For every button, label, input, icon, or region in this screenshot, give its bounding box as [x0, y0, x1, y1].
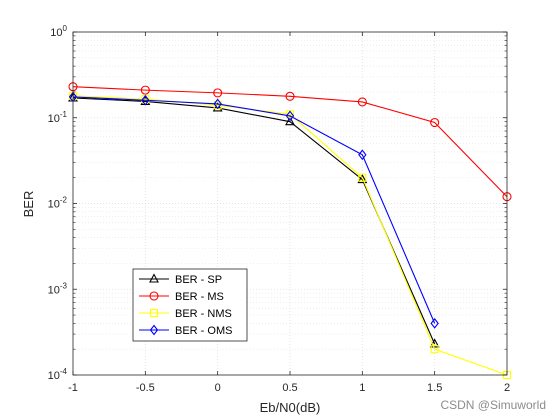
data-point-circle [430, 117, 440, 128]
legend-label: BER - OMS [175, 325, 232, 337]
y-axis-label: BER [21, 191, 36, 218]
data-point-circle [149, 291, 159, 301]
data-point-circle [357, 97, 367, 107]
data-point-diamond [430, 317, 439, 329]
legend-label: BER - SP [175, 274, 222, 286]
data-point-diamond [358, 149, 367, 161]
x-tick-label: 0.5 [282, 382, 297, 394]
legend-box [132, 268, 248, 342]
legend-entry: BER - NMS [139, 308, 232, 320]
x-tick-label: -1 [68, 382, 78, 394]
series-ber-ms [68, 82, 512, 202]
data-point-square [430, 345, 439, 354]
y-tick-label: 100 [50, 24, 67, 39]
data-point-triangle [285, 116, 295, 126]
y-tick-label: 10-4 [48, 367, 68, 382]
data-point-triangle [149, 273, 159, 283]
data-point-diamond [149, 324, 159, 336]
data-point-diamond [141, 94, 150, 106]
legend: BER - SP BER - MS BER - NMS BER - OMS [132, 268, 248, 342]
x-axis-label: Eb/N0(dB) [260, 400, 321, 415]
series-line [72, 86, 508, 198]
x-tick-label: 1.5 [427, 382, 442, 394]
legend-label: BER - MS [175, 291, 224, 303]
data-point-triangle [357, 173, 368, 184]
series-line [72, 95, 508, 376]
legend-entry: BER - OMS [139, 324, 232, 337]
legend-label: BER - NMS [175, 308, 232, 320]
y-tick-label: 10-3 [48, 281, 68, 296]
data-point-diamond [285, 110, 295, 122]
legend-entry: BER - MS [139, 291, 224, 303]
x-tick-label: 0 [215, 382, 221, 394]
series-layer [68, 82, 512, 380]
x-tick-label: -0.5 [136, 382, 155, 394]
axes: 100 10-1 10-2 10-3 10-4-1 -0.5 0 0.5 1 1.5 2 [48, 24, 510, 394]
data-point-square [358, 173, 367, 182]
y-tick-label: 10-2 [48, 196, 68, 211]
watermark: CSDN @Simuworld [440, 398, 546, 412]
series-ber-oms [68, 91, 439, 329]
series-line [72, 96, 436, 324]
y-tick-label: 10-1 [48, 110, 68, 125]
legend-entry: BER - SP [139, 273, 222, 286]
data-point-circle [140, 85, 150, 95]
x-tick-label: 2 [504, 382, 510, 394]
data-point-square [149, 308, 159, 318]
data-point-triangle [212, 102, 223, 112]
data-point-circle [213, 88, 223, 98]
data-point-diamond [213, 98, 222, 110]
x-tick-label: 1 [359, 382, 365, 394]
data-point-circle [285, 91, 295, 101]
